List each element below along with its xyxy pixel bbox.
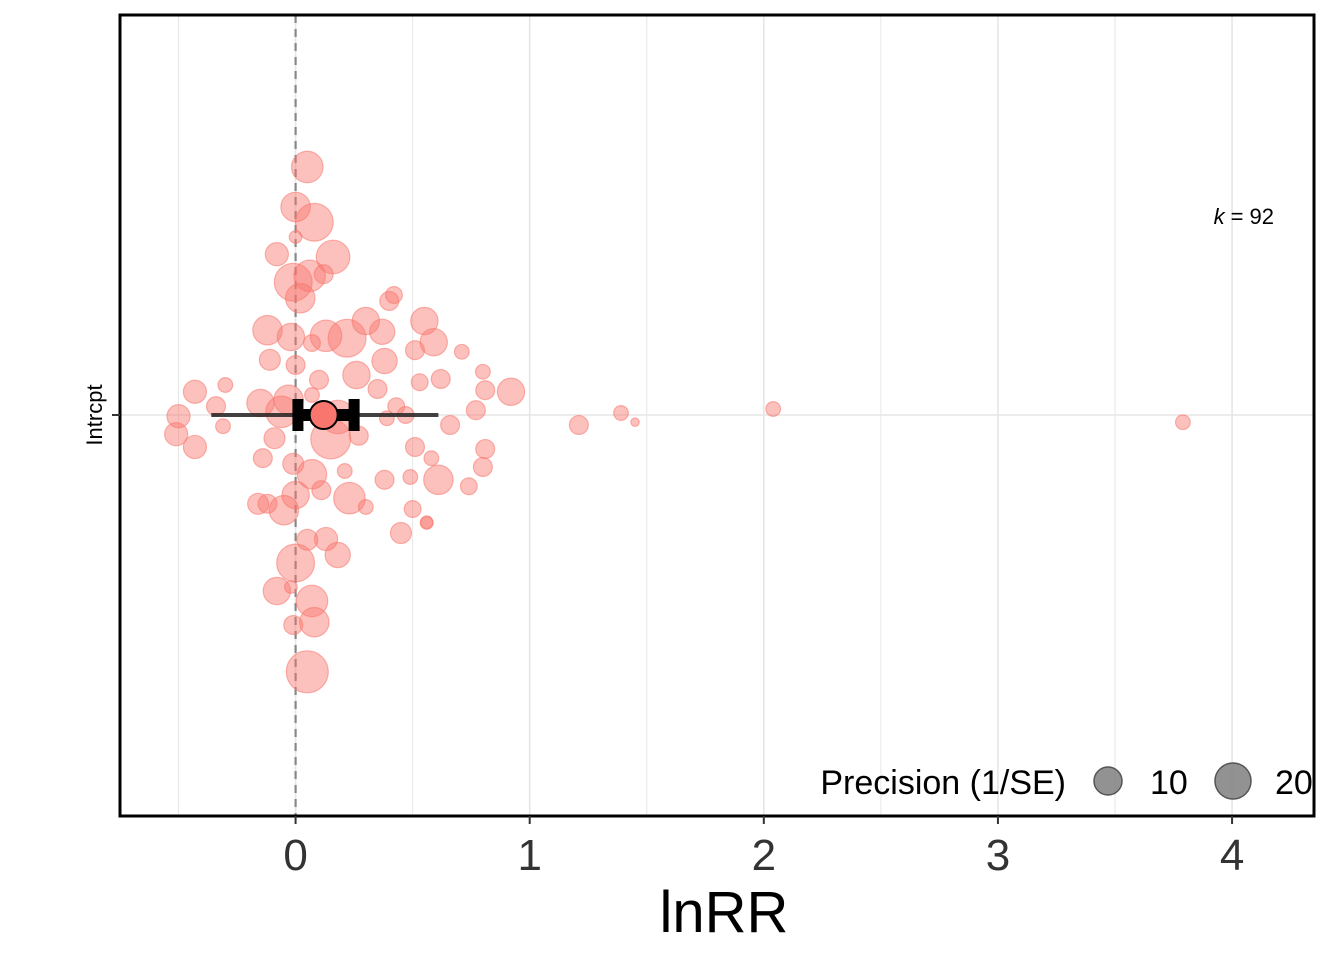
x-tick-label: 2 xyxy=(752,831,776,880)
effect-point xyxy=(475,380,496,401)
k-symbol: k xyxy=(1214,204,1226,229)
effect-point xyxy=(290,150,324,184)
effect-point xyxy=(304,387,320,403)
effect-point xyxy=(288,230,303,244)
k-annotation: k = 92 xyxy=(1214,204,1274,229)
effect-point xyxy=(440,414,461,436)
effect-point xyxy=(475,438,496,460)
effect-point xyxy=(308,369,330,390)
effect-point xyxy=(215,418,231,435)
effect-point xyxy=(285,354,306,376)
effect-point xyxy=(217,377,234,393)
effect-point xyxy=(404,340,426,361)
effect-point xyxy=(410,306,439,336)
effect-point xyxy=(1174,414,1191,431)
effect-point xyxy=(309,319,343,353)
effect-point xyxy=(264,242,290,267)
effect-point xyxy=(284,282,316,314)
effect-point xyxy=(357,499,374,515)
effect-point xyxy=(423,464,454,496)
effect-point xyxy=(389,521,413,545)
effect-point xyxy=(472,456,493,478)
effect-point xyxy=(182,379,208,404)
k-value: = 92 xyxy=(1231,204,1274,229)
x-axis-title: lnRR xyxy=(660,880,789,945)
mean-estimate-point xyxy=(308,400,339,430)
effect-point xyxy=(294,202,334,242)
effect-point xyxy=(284,580,298,594)
effect-point xyxy=(262,576,292,606)
effect-point xyxy=(369,318,396,345)
legend-point-large xyxy=(1214,762,1252,800)
effect-point xyxy=(419,516,434,530)
effect-point xyxy=(252,314,283,346)
points-layer xyxy=(164,150,1191,694)
effect-point xyxy=(410,373,429,392)
effect-point xyxy=(379,290,400,312)
effect-point xyxy=(430,368,451,390)
effect-point xyxy=(258,348,281,371)
legend-label-small: 10 xyxy=(1150,764,1188,802)
effect-point xyxy=(281,480,310,510)
effect-point xyxy=(384,286,403,305)
effect-point xyxy=(496,377,526,407)
effect-point xyxy=(613,405,629,421)
effect-point xyxy=(465,400,486,421)
effect-point xyxy=(568,414,589,436)
effect-point xyxy=(273,262,313,302)
effect-point xyxy=(276,543,316,583)
x-tick-label: 4 xyxy=(1220,831,1244,880)
effect-point xyxy=(453,343,470,360)
effect-point xyxy=(257,493,278,514)
x-tick-label: 1 xyxy=(517,831,541,880)
effect-point xyxy=(324,541,351,569)
x-tick-label: 0 xyxy=(283,831,307,880)
effect-point xyxy=(423,450,440,467)
effect-point xyxy=(285,650,329,694)
effect-point xyxy=(333,481,366,515)
effect-point xyxy=(268,494,300,526)
effect-point xyxy=(283,614,304,636)
effect-point xyxy=(166,404,191,429)
x-tick-label: 3 xyxy=(986,831,1010,880)
effect-point xyxy=(336,463,353,479)
legend-title: Precision (1/SE) xyxy=(820,764,1066,802)
effect-point xyxy=(205,396,227,417)
effect-point xyxy=(182,434,208,460)
axis-layer: 0 1 2 3 4 xyxy=(112,414,1244,880)
legend-point-small xyxy=(1093,766,1123,796)
effect-point xyxy=(371,347,398,375)
legend: Precision (1/SE) 10 20 xyxy=(820,762,1313,802)
effect-point xyxy=(402,469,419,485)
effect-point xyxy=(403,500,422,519)
effect-point xyxy=(630,417,640,427)
effect-point xyxy=(474,363,491,380)
effect-point xyxy=(311,480,332,501)
legend-label-large: 20 xyxy=(1275,764,1313,802)
effect-point xyxy=(302,334,321,353)
effect-point xyxy=(367,378,388,400)
effect-point xyxy=(374,469,395,490)
effect-point xyxy=(263,427,286,450)
effect-point xyxy=(299,606,330,638)
effect-point xyxy=(459,477,478,496)
effect-point xyxy=(164,422,189,447)
y-category-label: Intrcpt xyxy=(82,384,107,445)
effect-point xyxy=(765,401,782,417)
effect-point xyxy=(342,360,371,390)
effect-point xyxy=(404,436,426,458)
effect-point xyxy=(276,322,306,352)
effect-point xyxy=(252,448,273,469)
effect-point xyxy=(327,318,367,358)
estimate-layer xyxy=(211,399,439,431)
